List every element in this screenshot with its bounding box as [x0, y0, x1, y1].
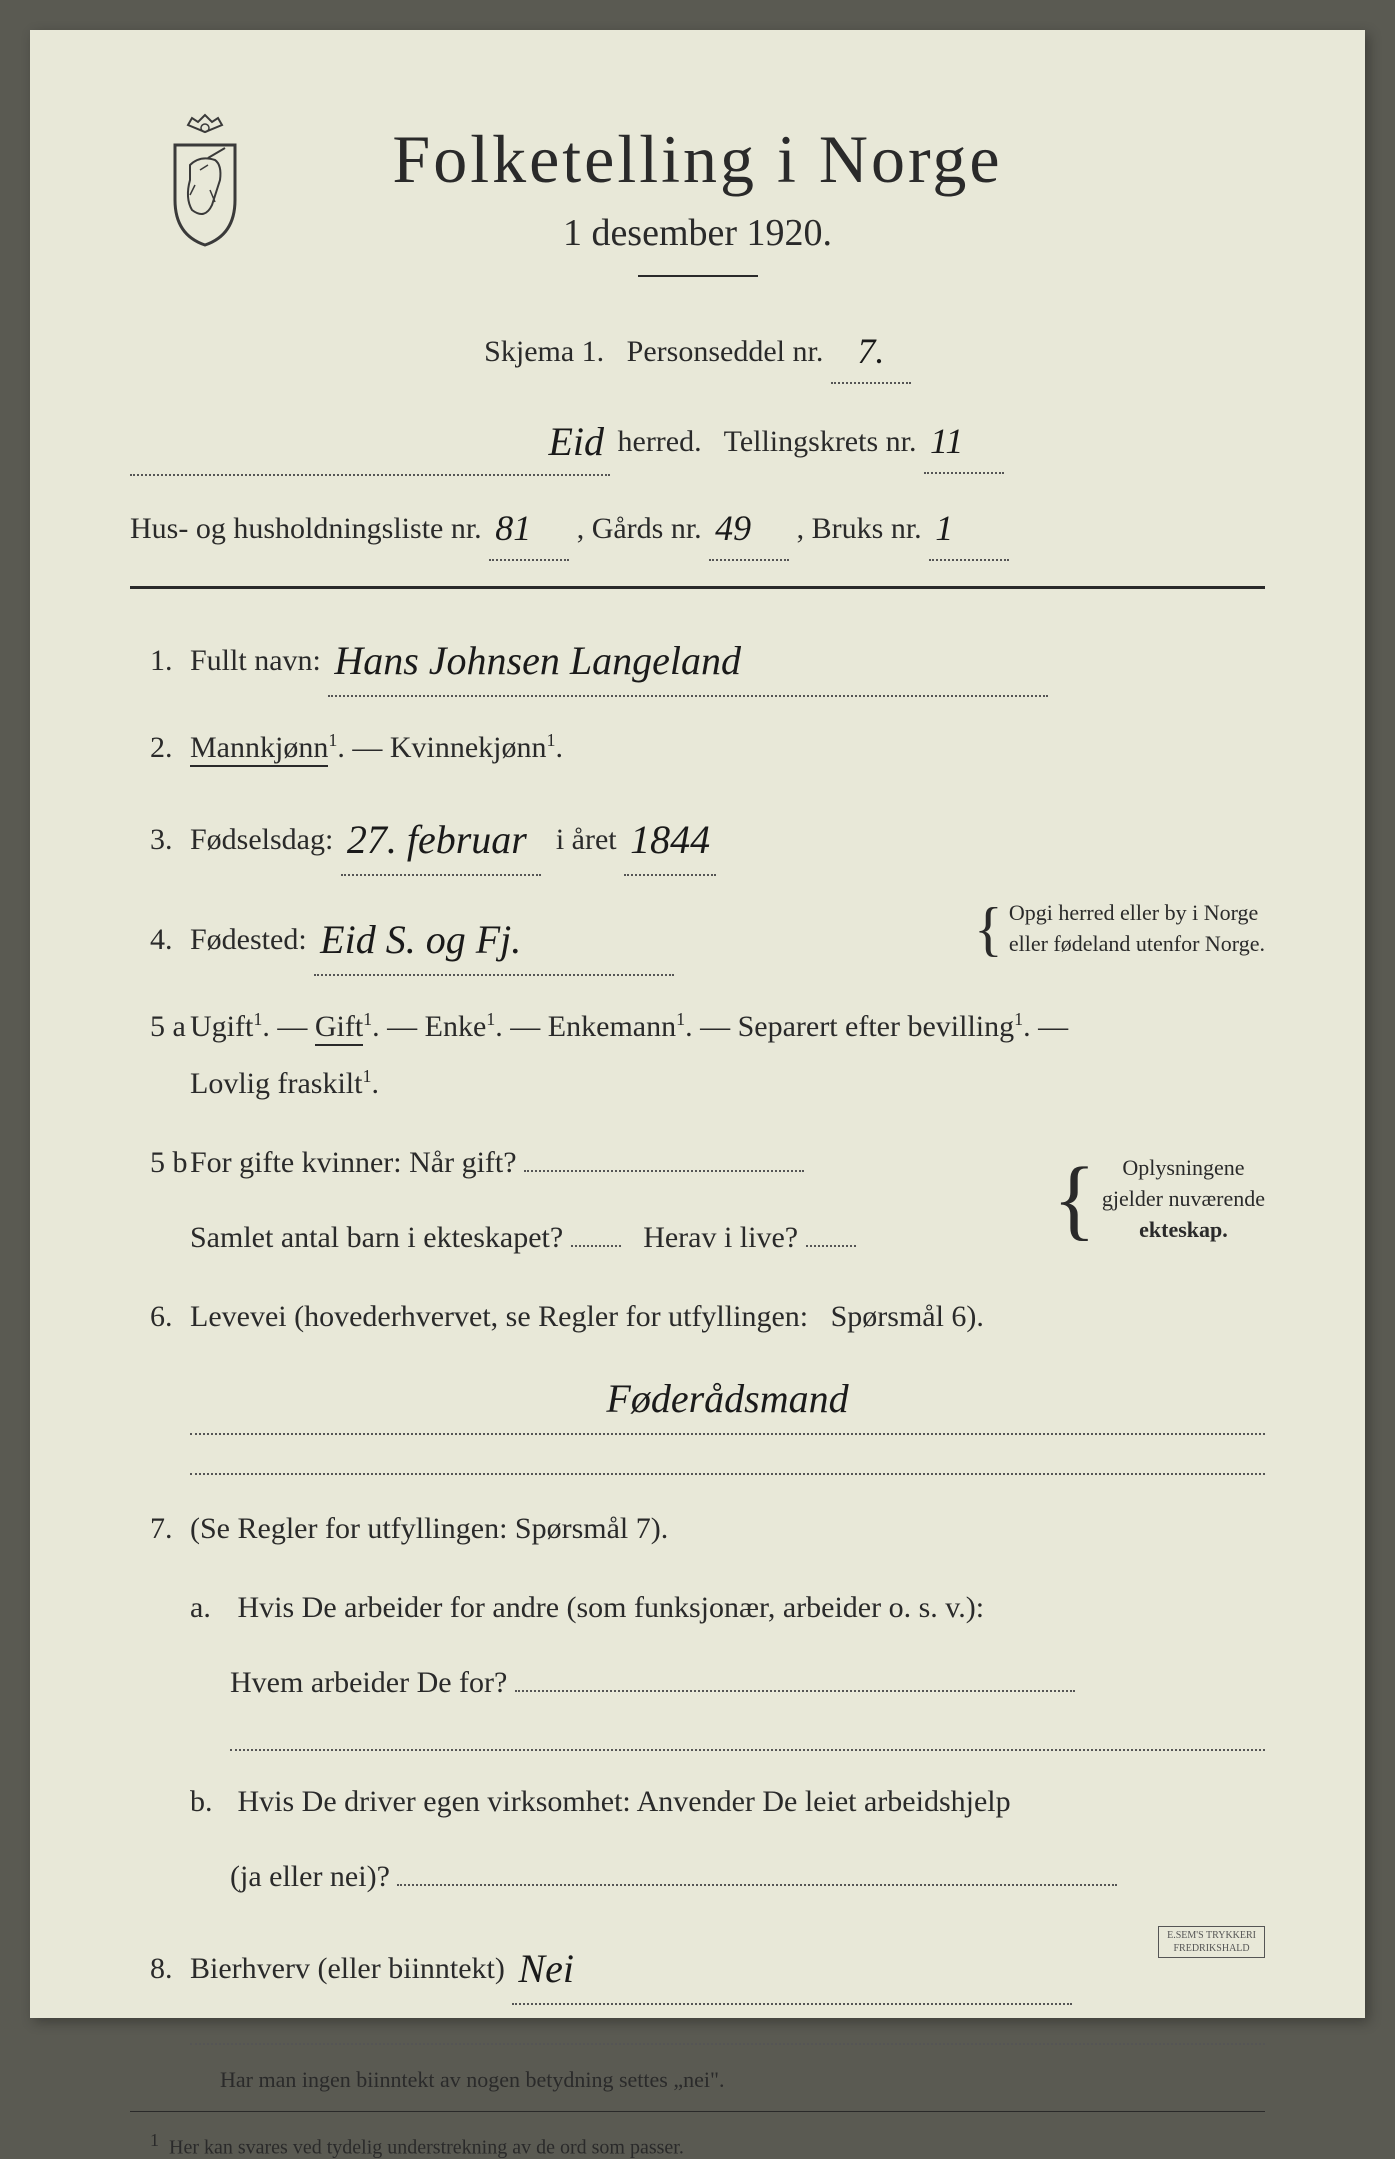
- herred-value: Eid: [548, 419, 604, 464]
- q8-value: Nei: [518, 1946, 574, 1991]
- q8-label: Bierhverv (eller biinntekt): [190, 1952, 505, 1985]
- q3-year-value: 1844: [630, 817, 710, 862]
- document-date: 1 desember 1920.: [130, 211, 1265, 255]
- q2-row: 2. Mannkjønn1. — Kvinnekjønn1.: [130, 719, 1265, 776]
- footnote-2: 1 Her kan svares ved tydelig understrekn…: [130, 2130, 1265, 2159]
- tellingskrets-value: 11: [930, 421, 963, 461]
- q5a-gift: Gift: [315, 1010, 363, 1046]
- q1-num: 1.: [130, 644, 190, 678]
- q5a-separert: Separert efter bevilling: [738, 1010, 1015, 1043]
- q6-row: 6. Levevei (hovederhvervet, se Regler fo…: [130, 1288, 1265, 1475]
- q6-value: Føderådsmand: [606, 1376, 848, 1421]
- q5b-note-line3: ekteskap.: [1139, 1217, 1228, 1242]
- q8-num: 8.: [130, 1952, 190, 1986]
- q7-num: 7.: [130, 1512, 190, 1546]
- q7a-line2: Hvem arbeider De for?: [230, 1666, 507, 1699]
- q7a-letter: a.: [190, 1579, 230, 1636]
- printer-mark: E.SEM'S TRYKKERI FREDRIKSHALD: [1158, 1926, 1265, 1958]
- q1-value: Hans Johnsen Langeland: [334, 638, 741, 683]
- q5a-enke: Enke: [425, 1010, 487, 1043]
- bruks-value: 1: [935, 508, 953, 548]
- hus-label: Hus- og husholdningsliste nr.: [130, 512, 482, 545]
- q7-label: (Se Regler for utfyllingen: Spørsmål 7).: [190, 1512, 668, 1545]
- document-title: Folketelling i Norge: [130, 120, 1265, 199]
- hus-value: 81: [495, 508, 531, 548]
- q3-row: 3. Fødselsdag: 27. februar i året 1844: [130, 798, 1265, 876]
- q5b-line2a-label: Samlet antal barn i ekteskapet?: [190, 1221, 563, 1254]
- q5a-lovlig: Lovlig fraskilt: [190, 1067, 362, 1100]
- q6-num: 6.: [130, 1300, 190, 1334]
- q4-note: { Opgi herred eller by i Norge eller fød…: [974, 898, 1265, 960]
- personseddel-label: Personseddel nr.: [627, 335, 824, 368]
- q1-row: 1. Fullt navn: Hans Johnsen Langeland: [130, 619, 1265, 697]
- gards-value: 49: [715, 508, 751, 548]
- q2-kvinne: Kvinnekjønn: [390, 731, 547, 764]
- q5b-note: { Oplysningene gjelder nuværende ekteska…: [1053, 1153, 1265, 1245]
- q3-day-value: 27. februar: [347, 817, 527, 862]
- q7b-line2: (ja eller nei)?: [230, 1860, 390, 1893]
- q7-row: 7. (Se Regler for utfyllingen: Spørsmål …: [130, 1500, 1265, 1905]
- q4-note-line1: Opgi herred eller by i Norge: [1009, 898, 1265, 929]
- divider-icon: [130, 2111, 1265, 2112]
- q5b-line2b-label: Herav i live?: [643, 1221, 798, 1254]
- q1-label: Fullt navn:: [190, 644, 321, 677]
- q2-mann: Mannkjønn: [190, 731, 328, 767]
- q4-label: Fødested:: [190, 923, 307, 956]
- q8-row: 8. Bierhverv (eller biinntekt) Nei: [130, 1927, 1265, 2045]
- q4-row: 4. Fødested: Eid S. og Fj. { Opgi herred…: [130, 898, 1265, 976]
- q5a-num: 5 a: [130, 1010, 190, 1044]
- q6-label2: Spørsmål 6).: [831, 1300, 984, 1333]
- q4-note-line2: eller fødeland utenfor Norge.: [1009, 929, 1265, 960]
- skjema-label: Skjema 1.: [484, 335, 604, 368]
- bruks-label: , Bruks nr.: [797, 512, 922, 545]
- herred-label: herred.: [618, 425, 702, 458]
- q7a-line1: Hvis De arbeider for andre (som funksjon…: [238, 1591, 985, 1624]
- divider-icon: [638, 275, 758, 277]
- coat-of-arms-icon: [150, 110, 260, 250]
- q3-label: Fødselsdag:: [190, 823, 333, 856]
- q5a-ugift: Ugift: [190, 1010, 253, 1043]
- q4-num: 4.: [130, 923, 190, 957]
- tellingskrets-label: Tellingskrets nr.: [724, 425, 917, 458]
- census-document: Folketelling i Norge 1 desember 1920. Sk…: [30, 30, 1365, 2018]
- divider-icon: [130, 586, 1265, 589]
- q2-num: 2.: [130, 731, 190, 765]
- q5b-line1-label: For gifte kvinner: Når gift?: [190, 1146, 517, 1179]
- q5a-row: 5 a Ugift1. — Gift1. — Enke1. — Enkemann…: [130, 998, 1265, 1112]
- skjema-line: Skjema 1. Personseddel nr. 7.: [130, 317, 1265, 384]
- q6-label: Levevei (hovederhvervet, se Regler for u…: [190, 1300, 808, 1333]
- personseddel-value: 7.: [857, 331, 884, 371]
- q4-value: Eid S. og Fj.: [320, 917, 521, 962]
- q5b-note-line1: Oplysningene: [1102, 1153, 1265, 1184]
- herred-line: Eid herred. Tellingskrets nr. 11: [130, 402, 1265, 476]
- q5b-num: 5 b: [130, 1146, 190, 1180]
- document-header: Folketelling i Norge 1 desember 1920.: [130, 120, 1265, 277]
- q7b-line1: Hvis De driver egen virksomhet: Anvender…: [238, 1785, 1011, 1818]
- footnote-1: Har man ingen biinntekt av nogen betydni…: [130, 2067, 1265, 2093]
- gards-label: , Gårds nr.: [577, 512, 702, 545]
- q3-year-label: i året: [556, 823, 617, 856]
- q7b-letter: b.: [190, 1773, 230, 1830]
- hus-line: Hus- og husholdningsliste nr. 81 , Gårds…: [130, 494, 1265, 561]
- q5a-enkemann: Enkemann: [548, 1010, 676, 1043]
- q3-num: 3.: [130, 823, 190, 857]
- q5b-row: 5 b For gifte kvinner: Når gift? Samlet …: [130, 1134, 1265, 1266]
